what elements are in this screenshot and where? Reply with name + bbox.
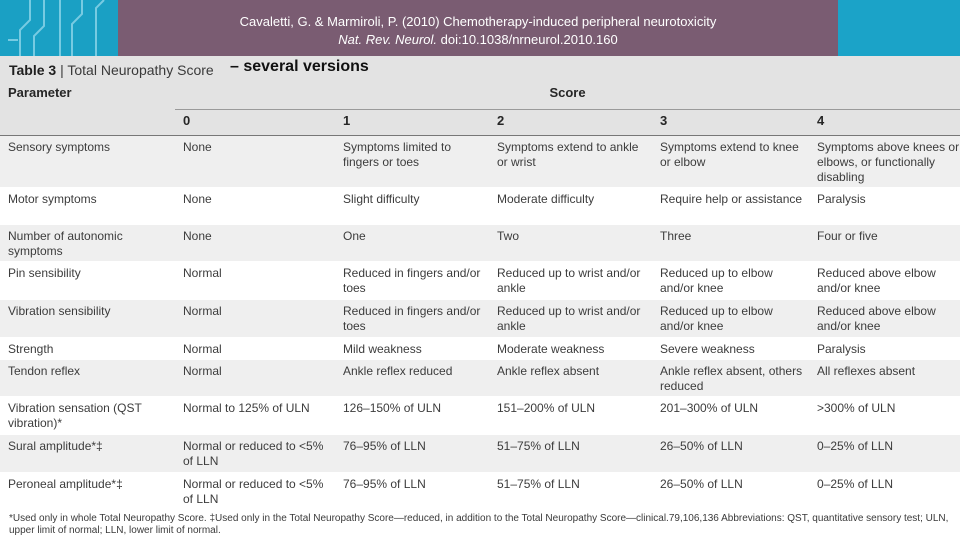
row-parameter: Tendon reflex <box>0 359 175 397</box>
row-score-0: Normal or reduced to <5% of LLN <box>175 472 335 511</box>
row-score-3: 26–50% of LLN <box>652 472 809 511</box>
row-score-3: 201–300% of ULN <box>652 396 809 435</box>
row-score-2: Moderate weakness <box>489 337 652 360</box>
row-score-3: Reduced up to elbow and/or knee <box>652 299 809 338</box>
row-score-1: 126–150% of ULN <box>335 396 489 435</box>
row-parameter: Sural amplitude*‡ <box>0 434 175 473</box>
row-score-3: Require help or assistance <box>652 187 809 225</box>
row-score-4: Four or five <box>809 224 960 262</box>
row-score-4: >300% of ULN <box>809 396 960 435</box>
row-score-2: Ankle reflex absent <box>489 359 652 397</box>
table-row: Sensory symptoms None Symptoms limited to … <box>0 135 960 188</box>
score-col-1: 1 <box>335 108 489 136</box>
row-score-2: Symptoms extend to ankle or wrist <box>489 135 652 188</box>
score-col-2: 2 <box>489 108 652 136</box>
table-title-bar: Table 3 | Total Neuropathy Score <box>0 56 960 82</box>
row-score-0: None <box>175 135 335 188</box>
score-col-0: 0 <box>175 108 335 136</box>
table-row: Peroneal amplitude*‡ Normal or reduced to… <box>0 472 960 511</box>
row-score-1: 76–95% of LLN <box>335 472 489 511</box>
row-score-1: 76–95% of LLN <box>335 434 489 473</box>
row-score-2: Reduced up to wrist and/or ankle <box>489 261 652 300</box>
table-title: Table 3 | Total Neuropathy Score <box>9 62 214 78</box>
total-neuropathy-score-table: Parameter Score 0 1 2 3 4 Sensory sympto… <box>0 82 960 511</box>
row-score-1: One <box>335 224 489 262</box>
score-header: Score <box>175 82 960 109</box>
row-score-4: Reduced above elbow and/or knee <box>809 299 960 338</box>
row-score-0: Normal <box>175 261 335 300</box>
table-row: Pin sensibility Normal Reduced in fingers … <box>0 261 960 300</box>
table-row: Strength Normal Mild weakness Moderate weak… <box>0 337 960 360</box>
score-col-4: 4 <box>809 108 960 136</box>
row-score-3: Ankle reflex absent, others reduced <box>652 359 809 397</box>
row-score-2: Reduced up to wrist and/or ankle <box>489 299 652 338</box>
table-row: Motor symptoms None Slight difficulty Moder… <box>0 187 960 225</box>
row-score-4: Reduced above elbow and/or knee <box>809 261 960 300</box>
row-score-3: 26–50% of LLN <box>652 434 809 473</box>
citation-banner: Cavaletti, G. & Marmiroli, P. (2010) Che… <box>118 0 838 56</box>
row-parameter: Vibration sensation (QST vibration)* <box>0 396 175 435</box>
row-score-4: 0–25% of LLN <box>809 472 960 511</box>
row-score-3: Three <box>652 224 809 262</box>
row-score-2: 51–75% of LLN <box>489 434 652 473</box>
row-score-2: 151–200% of ULN <box>489 396 652 435</box>
row-score-2: Moderate difficulty <box>489 187 652 225</box>
row-parameter: Sensory symptoms <box>0 135 175 188</box>
row-score-4: Paralysis <box>809 337 960 360</box>
decorative-panel-right <box>838 0 960 56</box>
decorative-circuit-panel-left <box>0 0 118 56</box>
table-row: Sural amplitude*‡ Normal or reduced to <5… <box>0 434 960 473</box>
row-score-4: 0–25% of LLN <box>809 434 960 473</box>
row-score-0: Normal or reduced to <5% of LLN <box>175 434 335 473</box>
circuit-lines-icon <box>8 0 105 56</box>
citation-line-doi: Nat. Rev. Neurol. doi:10.1038/nrneurol.2… <box>118 32 838 47</box>
row-score-0: None <box>175 224 335 262</box>
row-score-1: Reduced in fingers and/or toes <box>335 261 489 300</box>
row-score-1: Mild weakness <box>335 337 489 360</box>
row-score-0: Normal <box>175 337 335 360</box>
table-row: Number of autonomic symptoms None One Two Th… <box>0 224 960 262</box>
table-number: Table 3 <box>9 62 57 78</box>
row-score-3: Reduced up to elbow and/or knee <box>652 261 809 300</box>
title-separator: | <box>56 62 68 78</box>
row-score-1: Ankle reflex reduced <box>335 359 489 397</box>
row-score-2: 51–75% of LLN <box>489 472 652 511</box>
header-row-top: Parameter Score <box>0 82 960 109</box>
header-blank-cell <box>0 109 175 136</box>
row-score-4: All reflexes absent <box>809 359 960 397</box>
doi-text: doi:10.1038/nrneurol.2010.160 <box>437 32 618 47</box>
row-score-4: Symptoms above knees or elbows, or funct… <box>809 135 960 188</box>
row-score-4: Paralysis <box>809 187 960 225</box>
row-parameter: Motor symptoms <box>0 187 175 225</box>
row-parameter: Vibration sensibility <box>0 299 175 338</box>
row-score-0: Normal to 125% of ULN <box>175 396 335 435</box>
row-score-1: Reduced in fingers and/or toes <box>335 299 489 338</box>
row-score-0: Normal <box>175 359 335 397</box>
row-score-0: Normal <box>175 299 335 338</box>
row-parameter: Strength <box>0 337 175 360</box>
table-row: Vibration sensation (QST vibration)* Norm… <box>0 396 960 435</box>
table-footnote: *Used only in whole Total Neuropathy Sco… <box>0 508 960 540</box>
footnote-text: *Used only in whole Total Neuropathy Sco… <box>9 513 949 536</box>
table-row: Tendon reflex Normal Ankle reflex reduced A… <box>0 359 960 397</box>
row-parameter: Pin sensibility <box>0 261 175 300</box>
row-score-1: Slight difficulty <box>335 187 489 225</box>
score-col-3: 3 <box>652 108 809 136</box>
header-row-scores: 0 1 2 3 4 <box>0 108 960 136</box>
row-score-3: Symptoms extend to knee or elbow <box>652 135 809 188</box>
citation-line-authors: Cavaletti, G. & Marmiroli, P. (2010) Che… <box>239 14 717 29</box>
row-score-0: None <box>175 187 335 225</box>
table-name: Total Neuropathy Score <box>67 62 214 78</box>
row-score-3: Severe weakness <box>652 337 809 360</box>
parameter-header: Parameter <box>0 82 175 109</box>
versions-overlay-text: – several versions <box>230 58 369 75</box>
table-row: Vibration sensibility Normal Reduced in fi… <box>0 299 960 338</box>
row-score-2: Two <box>489 224 652 262</box>
row-parameter: Peroneal amplitude*‡ <box>0 472 175 511</box>
row-score-1: Symptoms limited to fingers or toes <box>335 135 489 188</box>
journal-name: Nat. Rev. Neurol. <box>338 32 438 47</box>
row-parameter: Number of autonomic symptoms <box>0 224 175 262</box>
